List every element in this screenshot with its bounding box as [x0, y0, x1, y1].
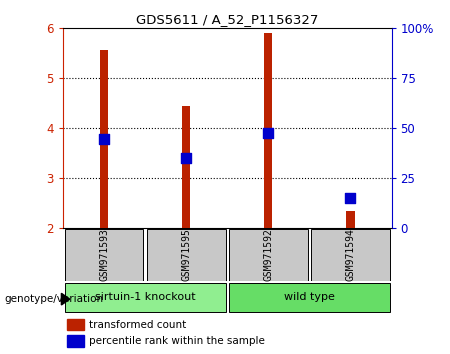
Text: GSM971595: GSM971595	[181, 228, 191, 281]
Text: sirtuin-1 knockout: sirtuin-1 knockout	[95, 292, 195, 302]
Bar	[229, 283, 390, 312]
Bar	[67, 319, 84, 330]
Point	[347, 195, 354, 201]
Text: wild type: wild type	[284, 292, 335, 302]
Text: transformed count: transformed count	[90, 320, 187, 330]
Bar	[182, 106, 190, 228]
Text: GSM971592: GSM971592	[263, 228, 273, 281]
Bar	[100, 50, 108, 228]
Point	[100, 137, 108, 142]
Bar	[311, 229, 390, 281]
Polygon shape	[61, 293, 70, 305]
Bar	[65, 229, 144, 281]
Point	[183, 155, 190, 161]
Point	[265, 131, 272, 136]
Bar	[264, 33, 272, 228]
Bar	[65, 283, 225, 312]
Bar	[346, 211, 355, 228]
Title: GDS5611 / A_52_P1156327: GDS5611 / A_52_P1156327	[136, 13, 319, 26]
Text: genotype/variation: genotype/variation	[4, 294, 104, 304]
Text: GSM971594: GSM971594	[346, 228, 356, 281]
Bar	[67, 335, 84, 347]
Text: percentile rank within the sample: percentile rank within the sample	[90, 336, 266, 346]
Text: GSM971593: GSM971593	[99, 228, 109, 281]
Bar	[229, 229, 308, 281]
Bar	[147, 229, 225, 281]
